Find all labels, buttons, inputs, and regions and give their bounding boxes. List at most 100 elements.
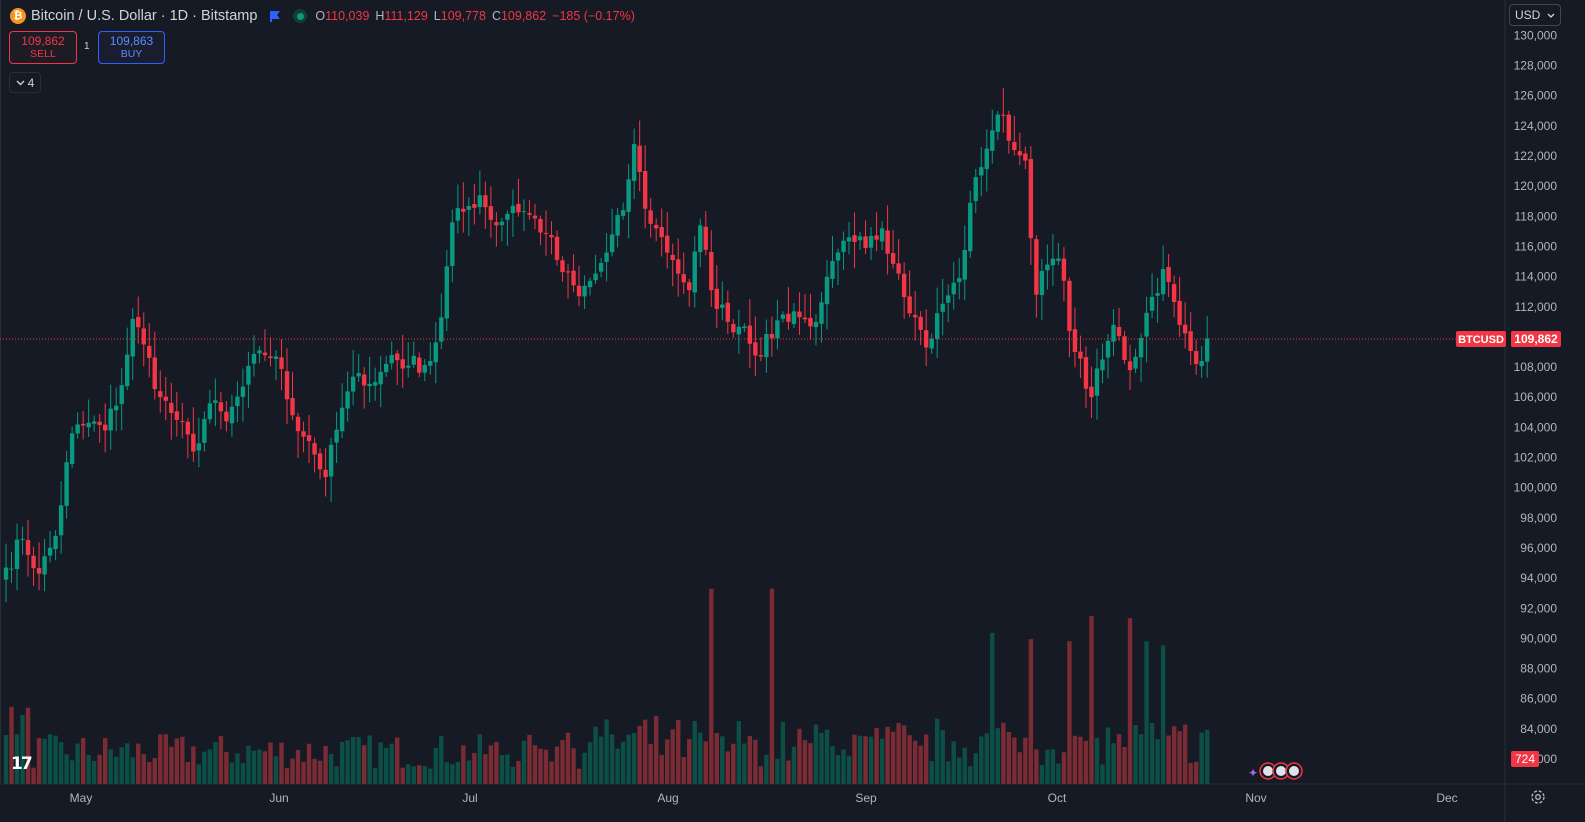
flag-icon[interactable] <box>269 10 281 22</box>
candle-body <box>521 211 527 213</box>
price-tick-label: 118,000 <box>1515 209 1558 223</box>
volume-bar <box>775 758 780 784</box>
volume-bar <box>720 736 725 784</box>
volume-bar <box>1182 724 1188 784</box>
candle <box>9 551 14 583</box>
candle <box>36 542 42 591</box>
time-tick-label: May <box>70 791 93 805</box>
candle-body <box>687 282 692 291</box>
candle-body <box>934 313 940 339</box>
candle-body <box>609 234 615 253</box>
candle-body <box>75 424 80 434</box>
candle-body <box>604 252 609 262</box>
price-tick-label: 128,000 <box>1514 59 1558 73</box>
volume-bar <box>158 734 163 784</box>
volume-bar <box>317 760 323 784</box>
candle <box>1116 307 1122 341</box>
volume-bar <box>681 756 686 784</box>
market-status-icon[interactable] <box>293 9 308 23</box>
candle <box>1149 273 1155 319</box>
volume-bar <box>742 743 747 784</box>
candle <box>235 381 240 423</box>
candle-body <box>830 260 835 279</box>
candle <box>417 352 422 378</box>
candle <box>1089 366 1094 419</box>
indicators-toggle-button[interactable]: 4 <box>9 72 41 93</box>
candle-body <box>703 226 708 250</box>
volume-bar <box>1111 743 1116 784</box>
candle <box>213 378 218 427</box>
candle <box>968 190 973 258</box>
candle-body <box>896 263 901 274</box>
volume-bar <box>284 768 290 784</box>
candle <box>665 212 670 269</box>
candle <box>1094 348 1100 420</box>
volume-bar <box>42 738 47 784</box>
time-axis: May Jun Jul Aug Sep Oct Nov Dec <box>70 791 1458 805</box>
volume-bar <box>47 734 53 784</box>
volume-bar <box>648 743 653 784</box>
candle-body <box>791 311 797 325</box>
candle <box>147 323 152 378</box>
volume-bar <box>692 720 697 784</box>
volume-bar <box>874 728 879 784</box>
candle-body <box>1105 340 1111 358</box>
candle-body <box>637 145 642 172</box>
volume-bar <box>1089 616 1094 784</box>
candle-body <box>681 274 686 283</box>
candle <box>1061 247 1067 302</box>
volume-bar <box>235 753 240 784</box>
candle <box>835 248 841 286</box>
candle <box>389 341 394 370</box>
volume-bar <box>395 737 400 784</box>
volume-bar <box>962 747 967 784</box>
candle-body <box>538 218 543 233</box>
candle <box>676 238 681 297</box>
volume-bar <box>372 768 378 784</box>
volume-bar <box>769 588 775 784</box>
volume-bar <box>114 756 119 784</box>
change-value: −185 (−0.17%) <box>552 9 635 23</box>
currency-select[interactable]: USD <box>1509 4 1561 26</box>
candle-body <box>890 253 896 264</box>
candle <box>301 421 306 453</box>
candle-body <box>1067 280 1072 331</box>
volume-bar <box>488 745 494 784</box>
chevron-down-icon <box>1547 13 1555 18</box>
candle <box>1182 302 1188 349</box>
volume-bar <box>1078 736 1083 784</box>
candle-body <box>775 320 780 339</box>
volume-bar <box>802 740 808 784</box>
symbol-title[interactable]: Bitcoin / U.S. Dollar · 1D · Bitstamp <box>31 8 258 24</box>
candle-body <box>1149 296 1155 311</box>
volume-bar <box>505 754 510 784</box>
candle-body <box>312 443 317 455</box>
tradingview-logo[interactable]: 17 <box>11 754 33 774</box>
candle-body <box>108 408 113 431</box>
volume-bar <box>1105 727 1111 784</box>
volume-bar <box>957 757 962 784</box>
candle-body <box>58 505 64 536</box>
candle <box>14 523 20 591</box>
buy-button[interactable]: 109,863 BUY <box>98 31 165 64</box>
volume-bar <box>301 761 306 784</box>
economic-events-icons[interactable]: ✦ <box>1248 761 1308 781</box>
candle <box>929 333 934 354</box>
volume-bar <box>136 743 141 784</box>
candle-body <box>372 382 378 386</box>
volume-bar <box>1138 734 1144 784</box>
candle <box>593 254 598 285</box>
chevron-down-icon <box>16 80 25 85</box>
volume-bar <box>940 729 945 784</box>
volume-bar <box>356 737 361 784</box>
candle-body <box>417 357 422 373</box>
settings-gear-icon[interactable] <box>1530 789 1546 805</box>
symbol-tag-label: BTCUSD <box>1458 334 1504 346</box>
candle <box>42 538 47 592</box>
candle <box>466 197 472 237</box>
volume-tag <box>1511 751 1539 767</box>
candle <box>516 178 521 217</box>
sell-button[interactable]: 109,862 SELL <box>9 31 77 64</box>
candle <box>620 202 626 220</box>
